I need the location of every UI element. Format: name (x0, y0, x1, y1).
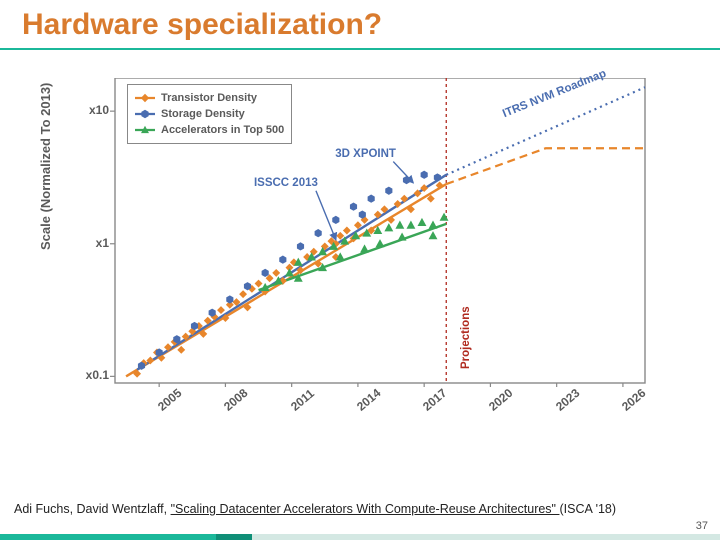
citation: Adi Fuchs, David Wentzlaff, "Scaling Dat… (14, 502, 700, 516)
slide-title: Hardware specialization? (22, 8, 382, 42)
citation-authors: Adi Fuchs, David Wentzlaff, (14, 502, 171, 516)
citation-venue: (ISCA '18) (559, 502, 616, 516)
annot-isscc-2013: ISSCC 2013 (254, 177, 318, 189)
legend-label: Transistor Density (161, 92, 257, 104)
legend-item: Transistor Density (135, 90, 284, 106)
y-tick-label: x0.1 (79, 368, 109, 382)
x-tick-label: 2005 (155, 386, 184, 414)
x-tick-label: 2014 (354, 386, 383, 414)
x-tick-label: 2020 (486, 386, 515, 414)
footer-accent-band (0, 534, 720, 540)
title-underline (0, 48, 720, 50)
legend-label: Accelerators in Top 500 (161, 124, 284, 136)
legend-label: Storage Density (161, 108, 245, 120)
x-tick-label: 2017 (420, 386, 449, 414)
y-tick-label: x10 (79, 103, 109, 117)
x-tick-label: 2026 (619, 386, 648, 414)
slide: Hardware specialization? Scale (Normaliz… (0, 0, 720, 540)
y-tick-label: x1 (79, 236, 109, 250)
annot-projections: Projections (460, 306, 472, 369)
x-tick-label: 2011 (288, 386, 317, 413)
citation-link[interactable]: "Scaling Datacenter Accelerators With Co… (171, 502, 560, 516)
page-number: 37 (696, 520, 708, 532)
legend-item: Storage Density (135, 106, 284, 122)
legend-item: Accelerators in Top 500 (135, 122, 284, 138)
y-axis-label: Scale (Normalized To 2013) (38, 83, 53, 250)
x-tick-label: 2023 (553, 386, 582, 414)
chart: x10 x1 x0.1 2005 2008 2011 2014 2017 2020 2023 20… (75, 78, 645, 448)
legend: Transistor Density Storage Density Acceler… (127, 84, 292, 144)
x-tick-label: 2008 (221, 386, 250, 414)
annot-3d-xpoint: 3D XPOINT (335, 148, 396, 160)
